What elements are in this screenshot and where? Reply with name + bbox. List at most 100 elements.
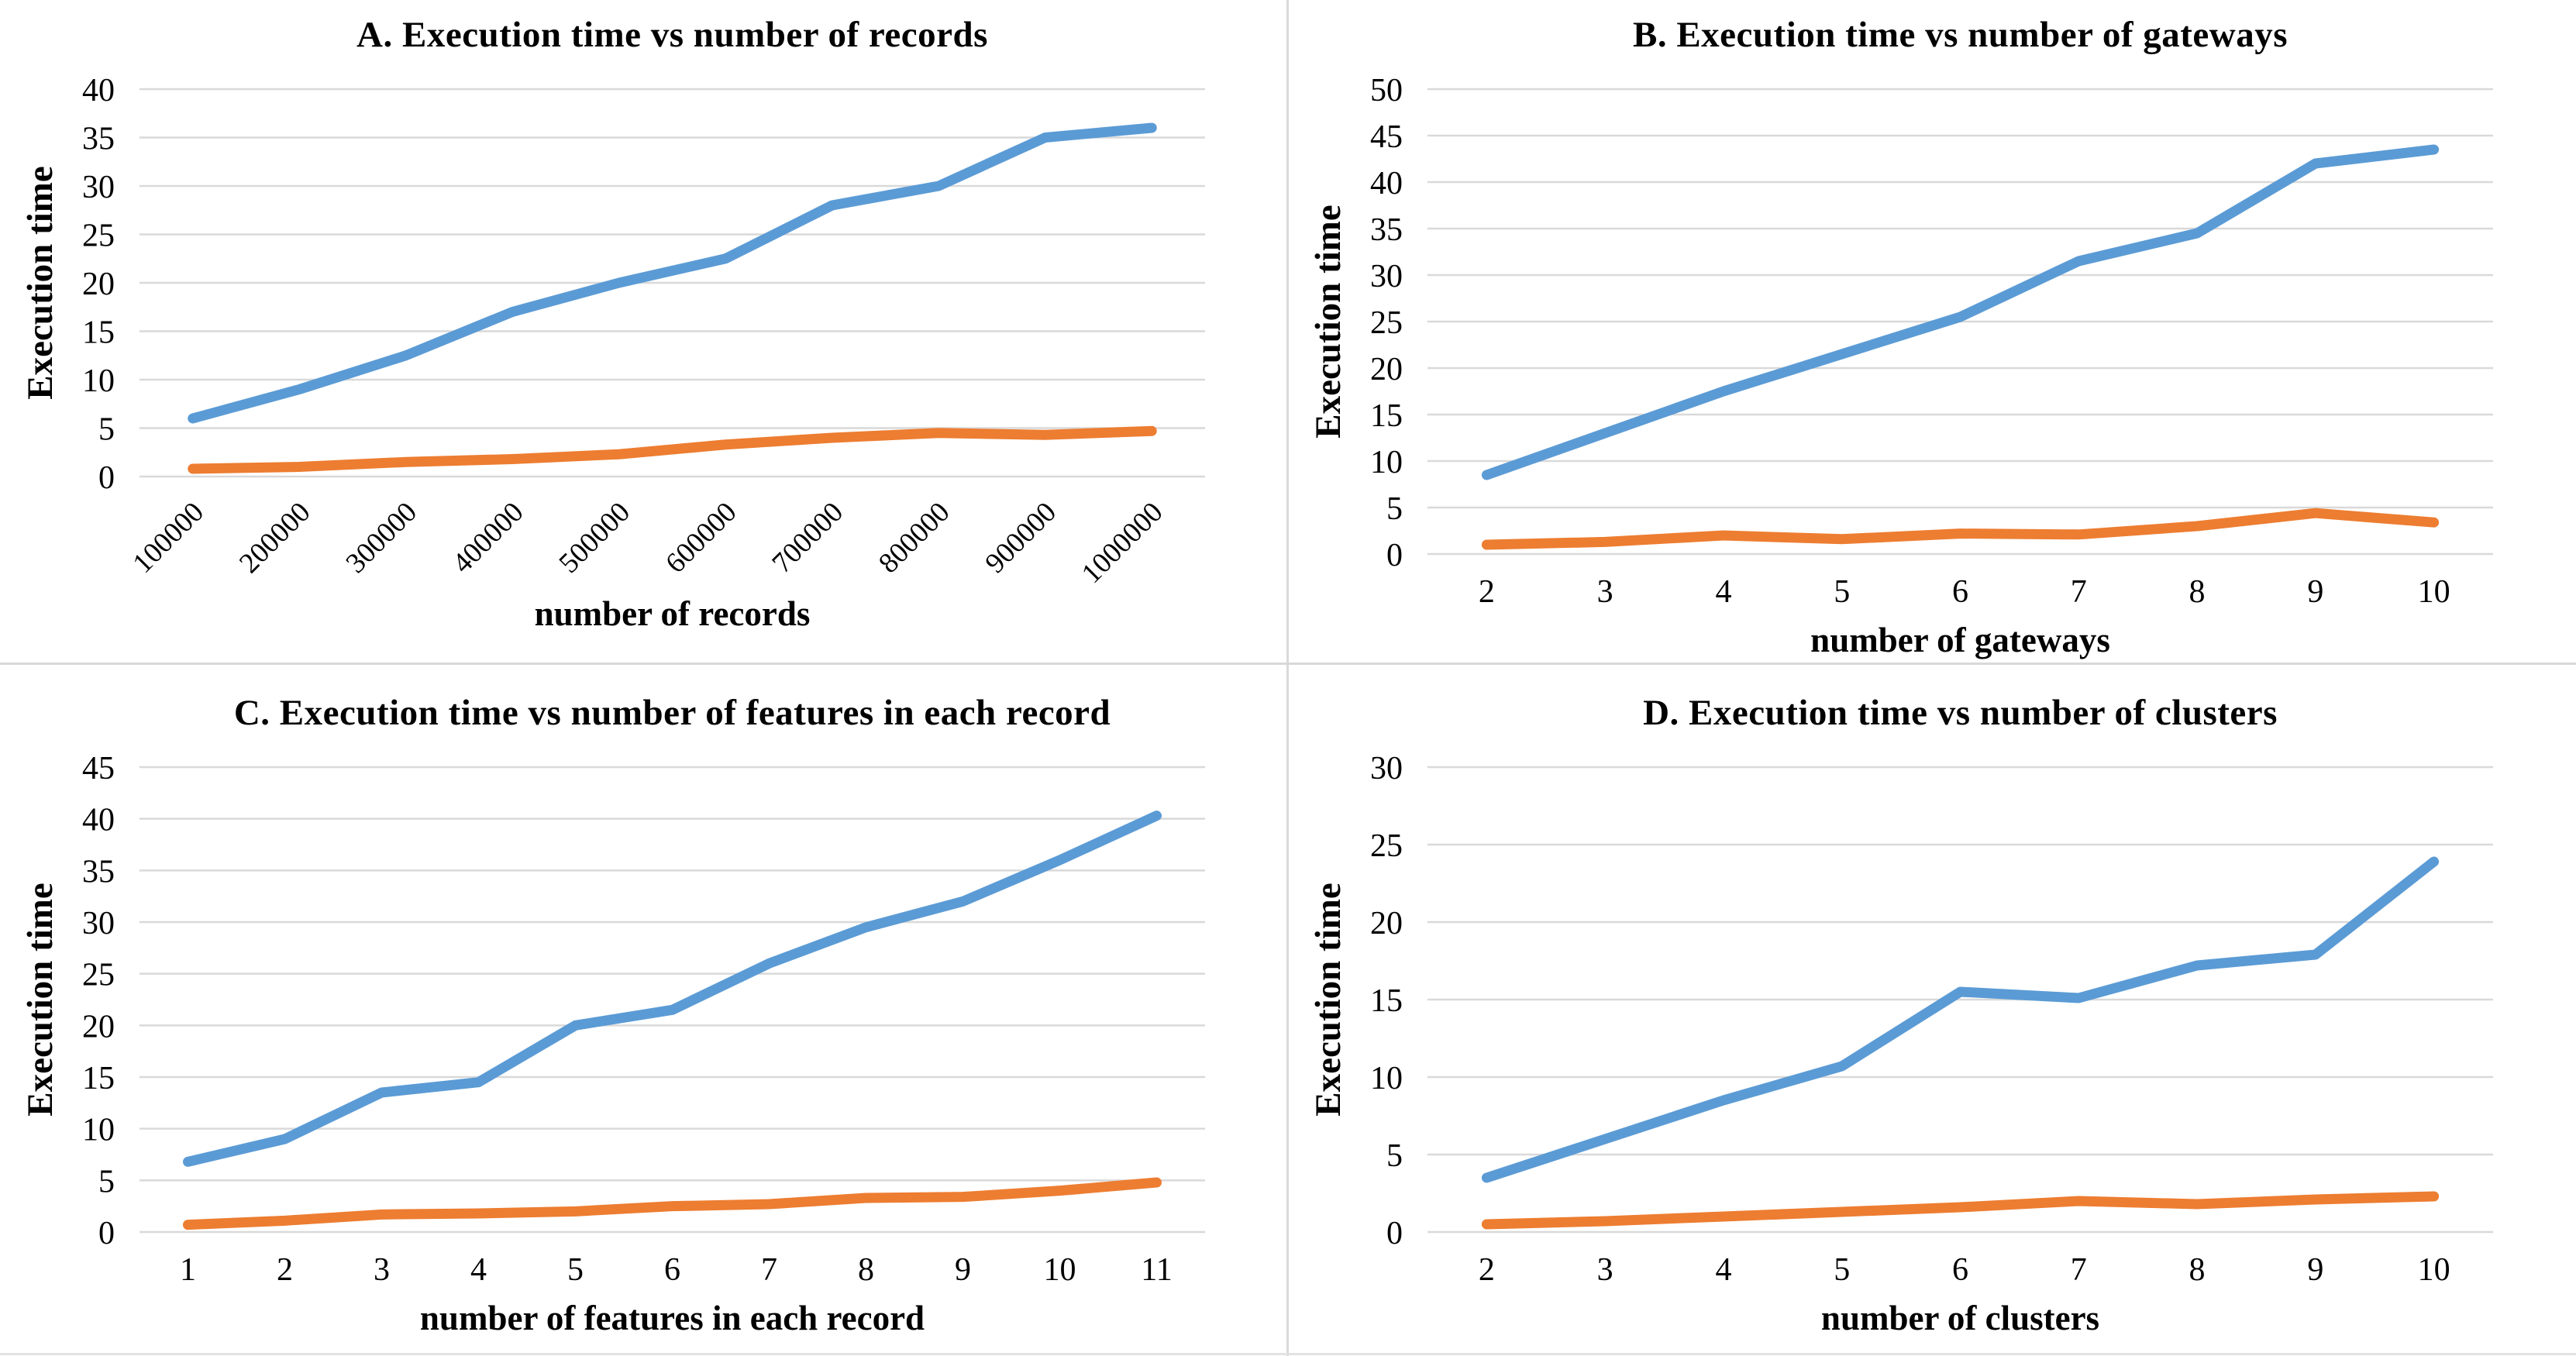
x-axis-title: number of features in each record [419, 1299, 925, 1337]
y-tick-label: 10 [82, 1113, 115, 1148]
x-tick-label: 1000000 [1076, 496, 1169, 590]
y-tick-label: 45 [82, 751, 115, 786]
x-tick-label: 8 [2189, 1252, 2206, 1288]
y-tick-label: 15 [1370, 398, 1403, 434]
x-tick-label: 700000 [766, 496, 849, 579]
x-tick-label: 800000 [873, 496, 956, 579]
x-tick-label: 7 [2071, 574, 2087, 610]
x-tick-label: 9 [2307, 574, 2323, 610]
chart-panel-c: C. Execution time vs number of features … [0, 678, 1288, 1356]
x-tick-label: 8 [858, 1252, 874, 1288]
chart-plot: 0 5 10 15 20 25 30 35 40 100000 200000 300000 400000… [82, 73, 1205, 590]
series-line-blue [1481, 856, 2440, 1183]
y-tick-label: 0 [1386, 538, 1403, 573]
chart-title: D. Execution time vs number of clusters [1643, 693, 2278, 733]
y-tick-label: 20 [82, 1009, 115, 1045]
chart-panel-a: A. Execution time vs number of records E… [0, 0, 1288, 678]
chart-panel-b: B. Execution time vs number of gateways … [1288, 0, 2576, 678]
y-tick-label: 5 [98, 1164, 115, 1199]
y-tick-label: 25 [1370, 305, 1403, 341]
x-tick-label: 5 [567, 1252, 584, 1288]
y-tick-label: 35 [82, 854, 115, 890]
series-line-orange [183, 1177, 1162, 1230]
series-line-blue [188, 122, 1157, 424]
x-tick-label: 200000 [233, 496, 316, 579]
x-tick-label: 3 [374, 1252, 390, 1288]
y-tick-label: 40 [82, 73, 115, 108]
panel-divider-horizontal [0, 663, 2576, 665]
y-tick-label: 45 [1370, 119, 1403, 155]
x-tick-label: 9 [2307, 1252, 2323, 1288]
y-tick-label: 5 [98, 412, 115, 448]
chart-title: C. Execution time vs number of features … [233, 693, 1111, 733]
x-tick-label: 4 [1715, 1252, 1731, 1288]
x-tick-label: 7 [761, 1252, 777, 1288]
y-tick-label: 5 [1386, 491, 1403, 527]
x-axis-title: number of records [534, 594, 811, 633]
series-line-orange [1481, 1191, 2440, 1230]
y-tick-label: 10 [1370, 1061, 1403, 1096]
x-tick-label: 500000 [553, 496, 636, 579]
y-tick-label: 10 [1370, 445, 1403, 480]
y-tick-label: 30 [82, 170, 115, 205]
y-tick-label: 20 [82, 267, 115, 302]
page-bottom-border [0, 1353, 2576, 1355]
y-tick-label: 40 [1370, 166, 1403, 201]
y-tick-label: 30 [1370, 751, 1403, 786]
y-tick-label: 10 [82, 363, 115, 399]
x-tick-label: 3 [1597, 1252, 1613, 1288]
x-tick-label: 5 [1834, 574, 1850, 610]
y-tick-label: 5 [1386, 1138, 1403, 1174]
x-tick-label: 4 [470, 1252, 487, 1288]
series-line-blue [183, 811, 1162, 1167]
x-tick-label: 400000 [446, 496, 529, 579]
x-tick-label: 9 [955, 1252, 971, 1288]
chart-title: A. Execution time vs number of records [356, 15, 988, 55]
x-tick-label: 8 [2189, 574, 2206, 610]
x-tick-label: 1 [180, 1252, 196, 1288]
panel-divider-vertical [1286, 0, 1289, 1356]
x-tick-label: 600000 [659, 496, 742, 579]
y-tick-label: 20 [1370, 352, 1403, 387]
series-line-orange [1481, 508, 2440, 550]
x-tick-label: 2 [277, 1252, 293, 1288]
y-tick-label: 15 [1370, 983, 1403, 1019]
x-axis-title: number of gateways [1810, 621, 2110, 659]
x-tick-label: 900000 [980, 496, 1062, 579]
x-tick-label: 10 [1044, 1252, 1076, 1288]
y-tick-label: 15 [82, 315, 115, 351]
x-tick-label: 10 [2418, 1252, 2450, 1288]
y-tick-label: 25 [82, 958, 115, 993]
x-tick-label: 100000 [127, 496, 210, 579]
y-tick-label: 25 [82, 219, 115, 254]
y-tick-label: 30 [82, 906, 115, 941]
x-tick-label: 300000 [340, 496, 423, 579]
y-tick-label: 30 [1370, 259, 1403, 294]
y-tick-label: 0 [1386, 1216, 1403, 1251]
chart-title: B. Execution time vs number of gateways [1632, 15, 2288, 55]
x-tick-label: 2 [1479, 574, 1495, 610]
x-tick-label: 4 [1715, 574, 1731, 610]
x-tick-label: 11 [1141, 1252, 1172, 1288]
y-tick-label: 40 [82, 803, 115, 838]
x-tick-label: 7 [2071, 1252, 2087, 1288]
x-tick-label: 3 [1597, 574, 1613, 610]
x-tick-label: 6 [664, 1252, 680, 1288]
chart-panel-d: D. Execution time vs number of clusters … [1288, 678, 2576, 1356]
y-tick-label: 20 [1370, 906, 1403, 941]
y-tick-label: 0 [98, 1216, 115, 1251]
y-tick-label: 35 [82, 122, 115, 157]
x-tick-label: 6 [1952, 574, 1968, 610]
x-tick-label: 10 [2418, 574, 2450, 610]
y-tick-label: 0 [98, 460, 115, 496]
y-tick-label: 25 [1370, 828, 1403, 864]
x-tick-label: 6 [1952, 1252, 1968, 1288]
series-line-orange [188, 425, 1157, 474]
y-tick-label: 35 [1370, 212, 1403, 248]
series-line-blue [1481, 144, 2440, 480]
x-tick-label: 2 [1479, 1252, 1495, 1288]
y-tick-label: 15 [82, 1061, 115, 1096]
y-tick-label: 50 [1370, 73, 1403, 108]
